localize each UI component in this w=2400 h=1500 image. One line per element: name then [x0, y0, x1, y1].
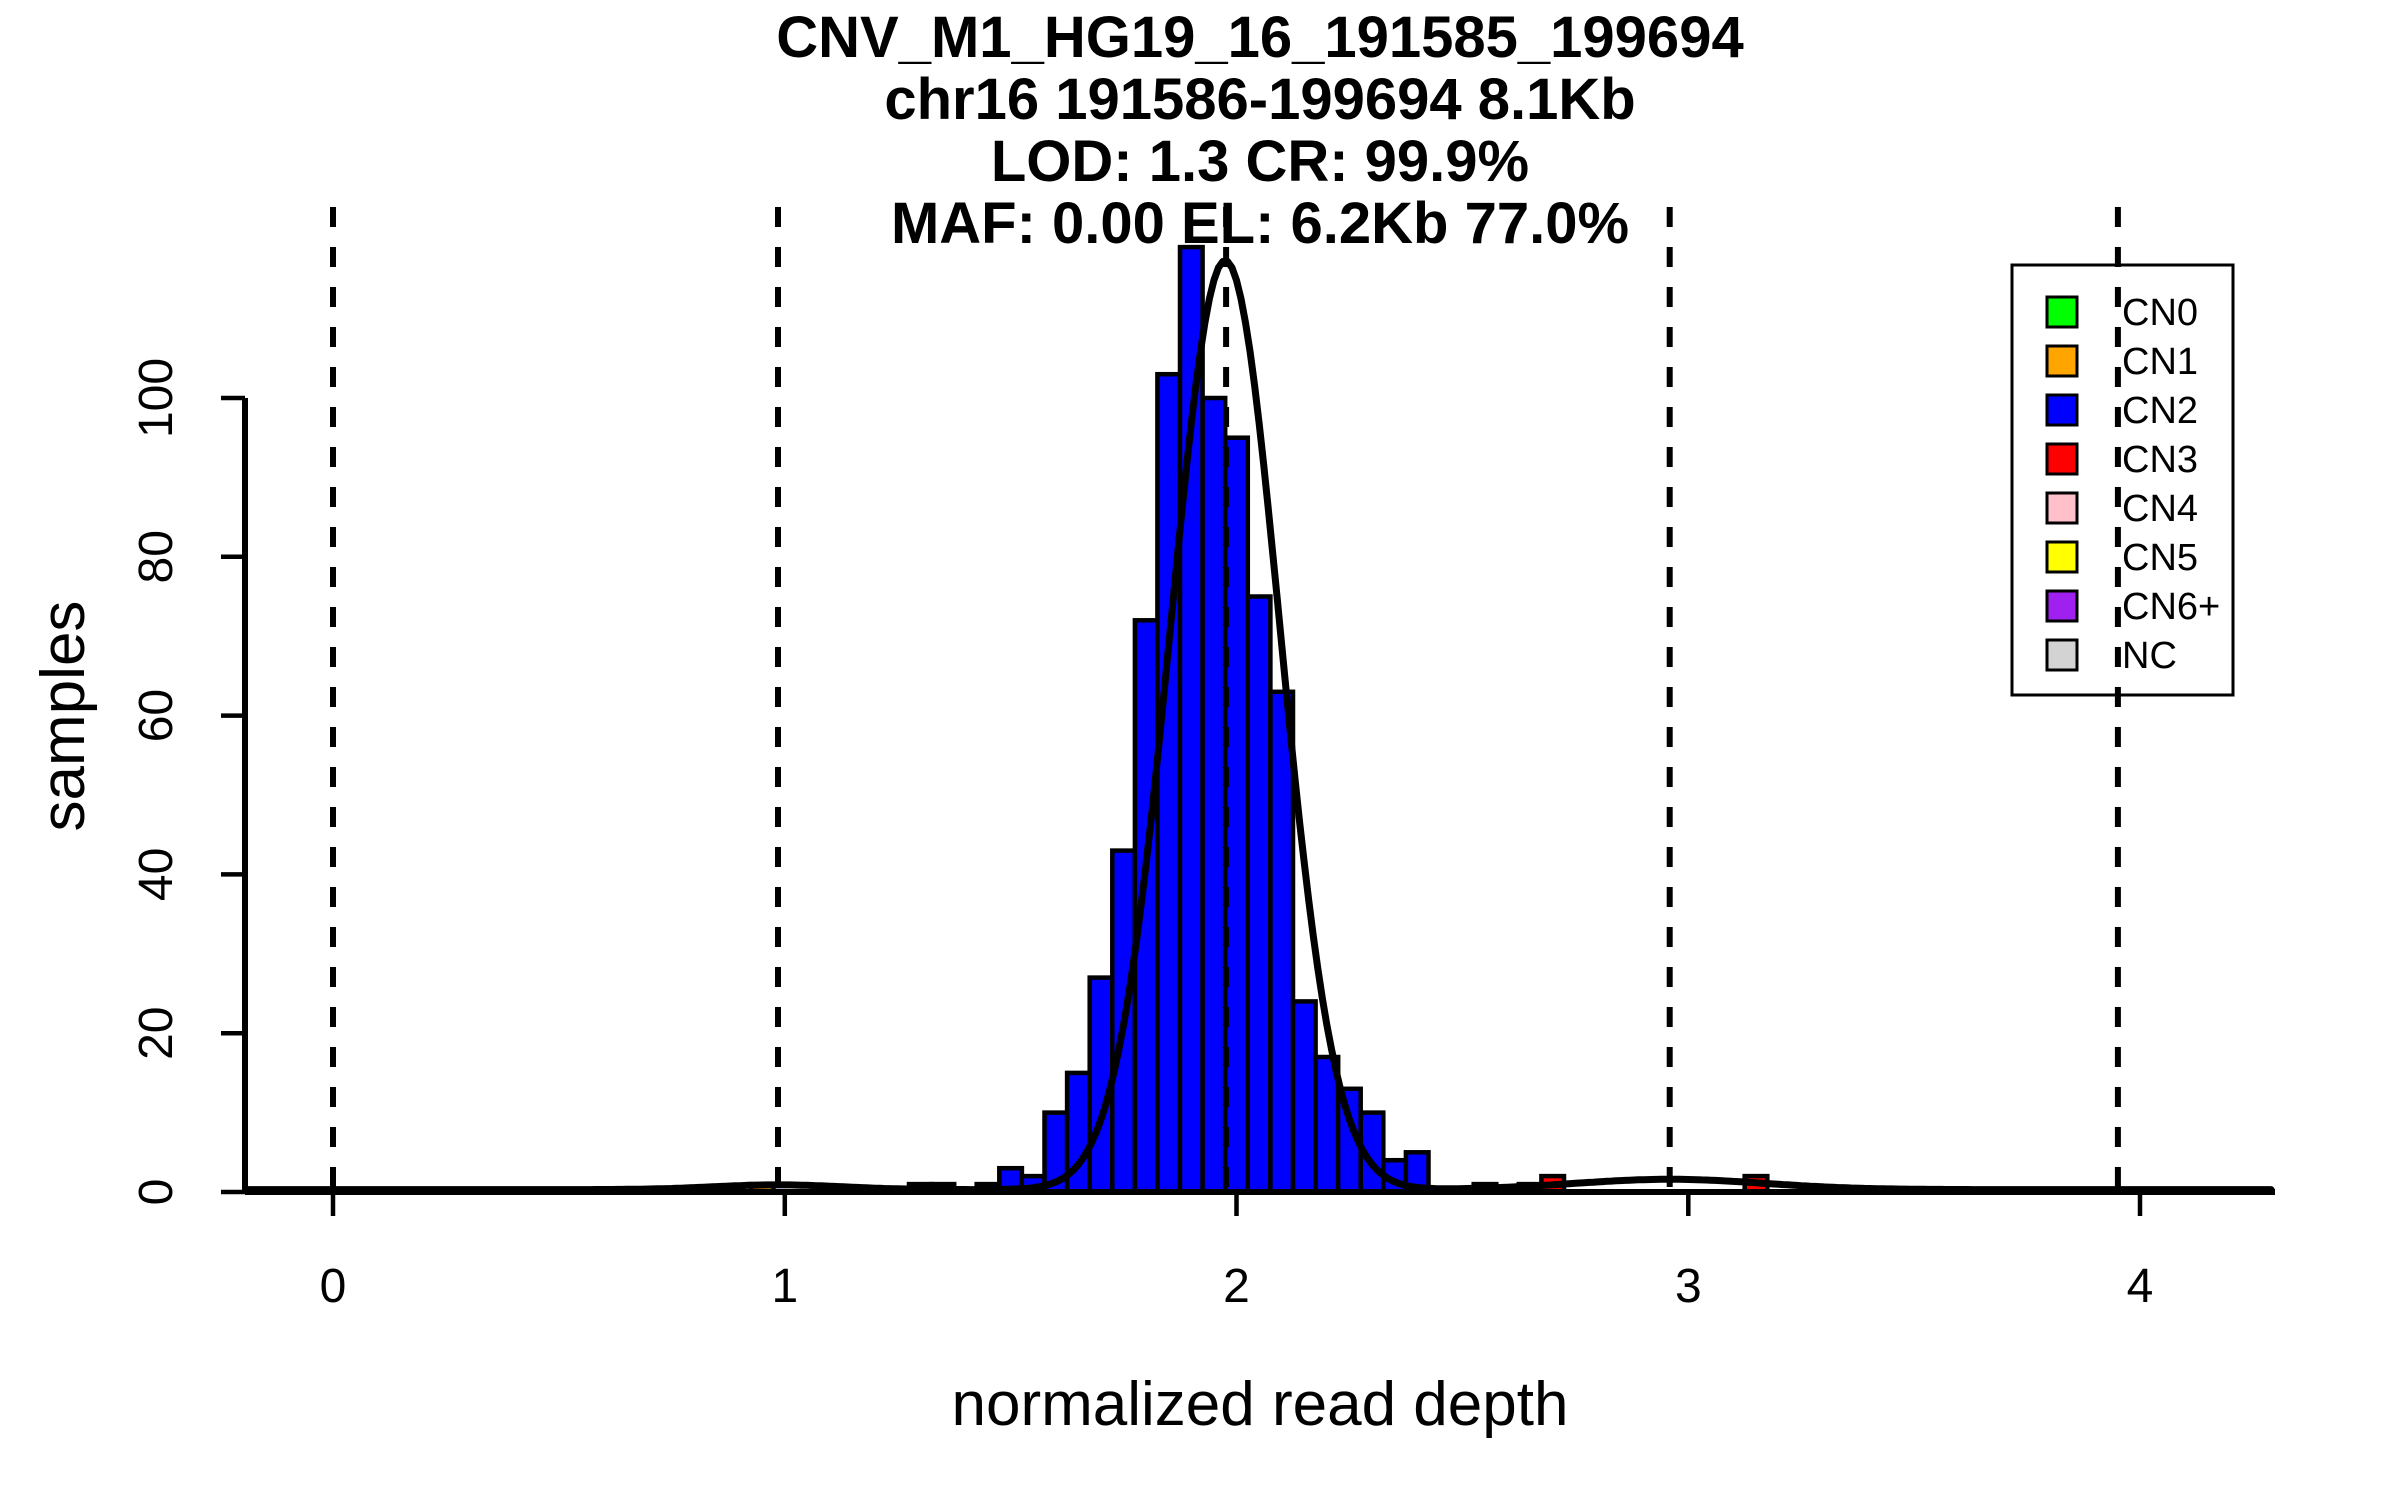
legend-label-CN3: CN3 — [2122, 439, 2198, 481]
legend-swatch-NC — [2045, 638, 2079, 672]
legend-swatch-CN2 — [2045, 393, 2079, 427]
legend-items: CN0 CN1 CN2 CN3 CN4 CN5 CN6+ NC — [2045, 292, 2220, 677]
y-tick-label-100: 100 — [130, 358, 183, 438]
legend: CN0 CN1 CN2 CN3 CN4 CN5 CN6+ NC — [2010, 263, 2235, 697]
title-line-2: chr16 191586-199694 8.1Kb — [884, 67, 1635, 132]
y-axis-label: samples — [29, 601, 98, 832]
x-tick-label-2: 2 — [1223, 1260, 1250, 1313]
legend-swatch-CN1 — [2045, 344, 2079, 378]
y-axis: 0 20 40 60 80 100 — [130, 358, 248, 1206]
x-axis-label: normalized read depth — [952, 1370, 1569, 1439]
chart-title: CNV_M1_HG19_16_191585_199694 chr16 19158… — [776, 5, 1743, 256]
y-tick-label-20: 20 — [130, 1007, 183, 1060]
histogram-bar-CN2-1.925 — [1200, 395, 1228, 1195]
y-tick-label-60: 60 — [130, 689, 183, 742]
legend-box — [2010, 263, 2235, 697]
histogram-bar-CN2-2.075 — [1268, 689, 1296, 1195]
histogram-bars — [748, 244, 1770, 1195]
legend-swatch-CN4 — [2045, 491, 2079, 525]
legend-swatch-CN6+ — [2045, 589, 2079, 623]
y-tick-label-40: 40 — [130, 848, 183, 901]
legend-label-CN4: CN4 — [2122, 488, 2198, 530]
legend-swatch-CN3 — [2045, 442, 2079, 476]
x-axis: 0 1 2 3 4 — [245, 1189, 2275, 1313]
y-tick-label-0: 0 — [130, 1179, 183, 1206]
y-tick-label-80: 80 — [130, 530, 183, 583]
x-tick-label-4: 4 — [2127, 1260, 2154, 1313]
legend-label-NC: NC — [2122, 635, 2177, 677]
legend-swatch-CN5 — [2045, 540, 2079, 574]
x-tick-label-3: 3 — [1675, 1260, 1702, 1313]
histogram-bar-CN2-1.825 — [1155, 371, 1183, 1195]
legend-swatch-CN0 — [2045, 295, 2079, 329]
legend-label-CN0: CN0 — [2122, 292, 2198, 334]
copy-number-mean-dashed-lines — [330, 207, 2121, 1192]
histogram-bar-CN2-1.875 — [1177, 244, 1205, 1195]
title-line-3: LOD: 1.3 CR: 99.9% — [991, 129, 1529, 194]
legend-label-CN6+: CN6+ — [2122, 586, 2220, 628]
legend-label-CN2: CN2 — [2122, 390, 2198, 432]
histogram-bar-CN2-2.025 — [1245, 594, 1273, 1195]
x-tick-label-1: 1 — [771, 1260, 798, 1313]
legend-label-CN1: CN1 — [2122, 341, 2198, 383]
title-line-4: MAF: 0.00 EL: 6.2Kb 77.0% — [891, 191, 1629, 256]
title-line-1: CNV_M1_HG19_16_191585_199694 — [776, 5, 1743, 70]
x-tick-label-0: 0 — [320, 1260, 347, 1313]
legend-label-CN5: CN5 — [2122, 537, 2198, 579]
histogram-bar-CN2-2.125 — [1290, 999, 1318, 1195]
